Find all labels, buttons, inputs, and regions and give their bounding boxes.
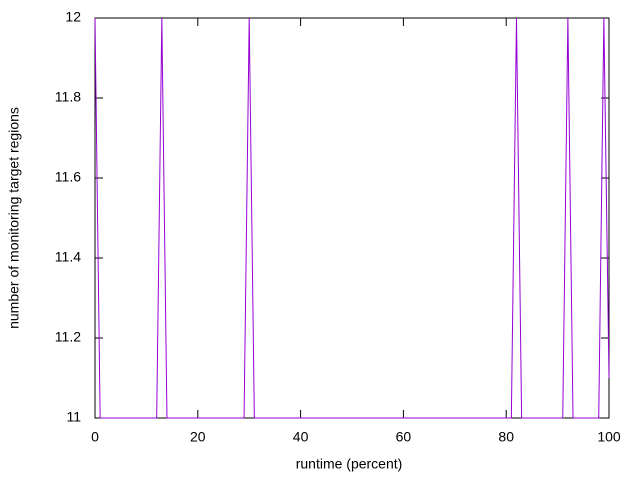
y-tick-label: 11.6 bbox=[55, 169, 81, 185]
y-tick-label: 11.2 bbox=[55, 329, 81, 345]
x-tick-label: 0 bbox=[91, 429, 99, 445]
plot-border bbox=[94, 17, 610, 419]
x-tick-label: 40 bbox=[293, 429, 309, 445]
y-tick-label: 11.4 bbox=[55, 249, 81, 265]
y-axis-label: number of monitoring target regions bbox=[6, 107, 22, 329]
x-tick-label: 100 bbox=[597, 429, 621, 445]
y-tick-label: 11 bbox=[66, 409, 81, 425]
x-tick-label: 80 bbox=[498, 429, 514, 445]
data-line bbox=[94, 17, 610, 419]
x-tick-label: 60 bbox=[396, 429, 412, 445]
x-axis-label: runtime (percent) bbox=[296, 456, 403, 472]
x-tick-label: 20 bbox=[190, 429, 206, 445]
y-tick-label: 12 bbox=[65, 9, 81, 25]
y-tick-label: 11.8 bbox=[55, 89, 81, 105]
